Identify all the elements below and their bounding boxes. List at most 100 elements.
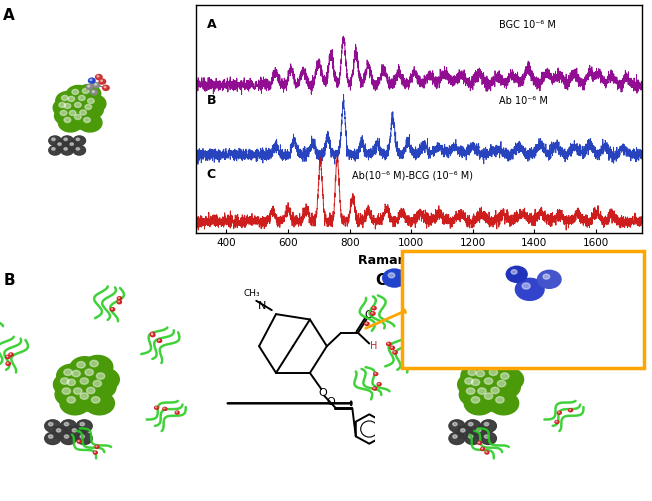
Circle shape xyxy=(479,295,490,304)
Circle shape xyxy=(59,102,66,108)
Circle shape xyxy=(383,269,406,287)
Circle shape xyxy=(457,426,473,438)
Circle shape xyxy=(366,323,367,324)
Circle shape xyxy=(64,138,67,141)
Circle shape xyxy=(487,356,517,379)
Circle shape xyxy=(387,342,391,346)
Circle shape xyxy=(570,354,575,357)
Circle shape xyxy=(505,306,507,308)
Circle shape xyxy=(87,98,95,104)
Circle shape xyxy=(76,432,92,444)
Circle shape xyxy=(456,335,461,339)
Circle shape xyxy=(55,141,67,150)
Circle shape xyxy=(374,372,378,375)
Circle shape xyxy=(69,111,93,129)
Circle shape xyxy=(95,445,99,448)
Circle shape xyxy=(78,114,102,132)
Circle shape xyxy=(471,379,480,386)
Circle shape xyxy=(391,347,393,348)
Circle shape xyxy=(458,373,488,396)
Circle shape xyxy=(82,88,89,94)
Circle shape xyxy=(481,432,496,444)
Circle shape xyxy=(482,282,494,290)
Circle shape xyxy=(491,387,499,394)
Circle shape xyxy=(481,297,484,299)
Circle shape xyxy=(557,347,558,348)
Circle shape xyxy=(477,388,507,411)
Circle shape xyxy=(440,338,447,343)
Circle shape xyxy=(104,86,106,88)
Circle shape xyxy=(364,322,369,325)
Circle shape xyxy=(76,420,92,432)
Circle shape xyxy=(572,354,573,355)
Circle shape xyxy=(404,270,409,274)
Circle shape xyxy=(505,296,506,297)
Circle shape xyxy=(95,84,96,85)
Circle shape xyxy=(73,146,85,155)
Circle shape xyxy=(473,426,488,438)
Circle shape xyxy=(67,379,76,386)
Circle shape xyxy=(72,89,79,95)
Circle shape xyxy=(559,307,564,311)
Circle shape xyxy=(151,333,155,337)
Circle shape xyxy=(466,388,475,394)
Circle shape xyxy=(469,366,499,389)
Circle shape xyxy=(88,86,89,87)
Circle shape xyxy=(484,393,493,399)
Circle shape xyxy=(561,308,562,309)
Circle shape xyxy=(78,95,85,101)
Circle shape xyxy=(489,392,518,415)
Circle shape xyxy=(557,312,563,316)
Circle shape xyxy=(473,426,488,438)
Text: CH₃: CH₃ xyxy=(244,289,260,298)
Circle shape xyxy=(506,321,508,323)
Circle shape xyxy=(512,263,519,268)
Circle shape xyxy=(86,376,116,399)
Circle shape xyxy=(76,138,80,141)
Circle shape xyxy=(449,420,465,432)
Circle shape xyxy=(58,143,61,145)
Circle shape xyxy=(378,383,379,384)
Circle shape xyxy=(569,409,570,410)
Text: C: C xyxy=(375,273,386,288)
Circle shape xyxy=(496,397,504,403)
Circle shape xyxy=(452,333,469,346)
Text: H: H xyxy=(370,341,377,351)
Circle shape xyxy=(65,435,68,438)
Circle shape xyxy=(10,354,11,355)
Text: B: B xyxy=(207,94,216,107)
Circle shape xyxy=(64,107,87,125)
Circle shape xyxy=(484,435,489,438)
Circle shape xyxy=(371,312,375,315)
Circle shape xyxy=(48,435,53,438)
Circle shape xyxy=(76,420,92,432)
Circle shape xyxy=(471,288,482,296)
Circle shape xyxy=(481,362,490,368)
Text: O: O xyxy=(365,311,374,321)
Circle shape xyxy=(82,95,106,113)
Circle shape xyxy=(49,136,61,145)
Circle shape xyxy=(468,369,477,376)
Circle shape xyxy=(469,422,473,426)
Circle shape xyxy=(70,357,100,380)
Circle shape xyxy=(80,378,89,384)
Circle shape xyxy=(100,80,102,82)
Circle shape xyxy=(494,360,503,367)
Circle shape xyxy=(67,383,96,406)
Circle shape xyxy=(69,110,76,116)
Circle shape xyxy=(551,350,555,353)
Circle shape xyxy=(96,75,102,80)
Circle shape xyxy=(175,411,179,414)
Circle shape xyxy=(45,420,61,432)
Circle shape xyxy=(512,312,517,316)
Circle shape xyxy=(61,378,69,384)
Circle shape xyxy=(48,422,53,426)
Circle shape xyxy=(457,426,473,438)
Circle shape xyxy=(77,85,100,103)
Circle shape xyxy=(452,435,457,438)
Circle shape xyxy=(501,309,503,310)
Text: BGC 10⁻⁶ M: BGC 10⁻⁶ M xyxy=(499,20,556,30)
Circle shape xyxy=(477,429,481,432)
Circle shape xyxy=(73,388,103,411)
Circle shape xyxy=(477,373,507,396)
